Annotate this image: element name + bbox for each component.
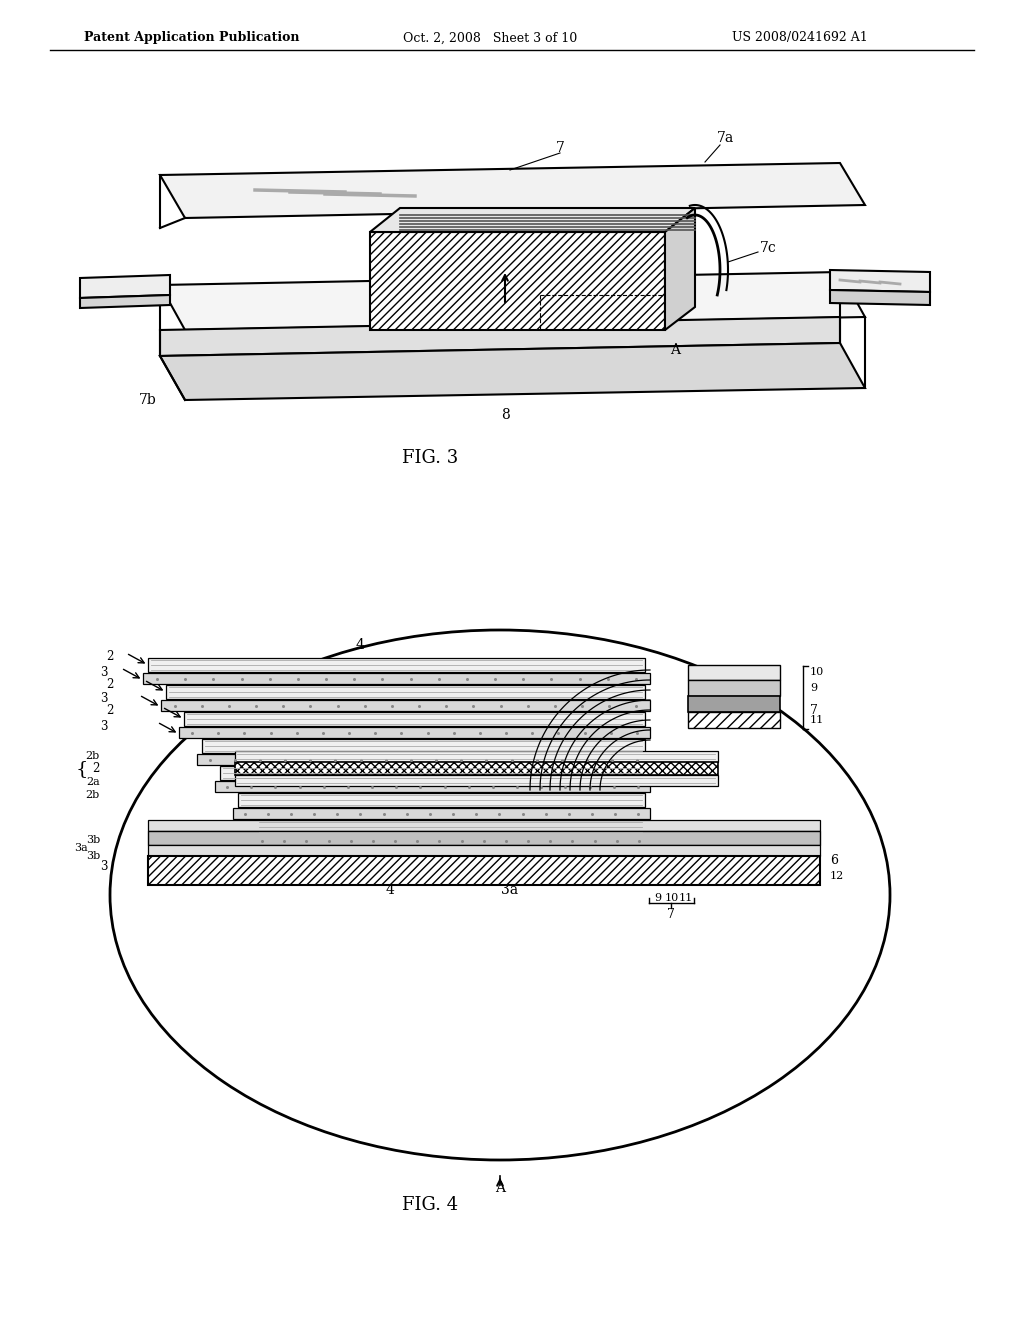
Text: 3a: 3a xyxy=(75,843,88,853)
Polygon shape xyxy=(148,657,645,672)
Text: 4: 4 xyxy=(355,638,365,652)
Polygon shape xyxy=(160,162,865,218)
Polygon shape xyxy=(80,294,170,308)
Text: 2b: 2b xyxy=(86,789,100,800)
Text: FIG. 4: FIG. 4 xyxy=(402,1196,458,1214)
Polygon shape xyxy=(688,711,780,729)
Polygon shape xyxy=(238,793,645,807)
Polygon shape xyxy=(148,845,820,855)
Polygon shape xyxy=(688,680,780,696)
Text: 11: 11 xyxy=(810,715,824,725)
Text: A: A xyxy=(495,1181,505,1195)
Text: 3b: 3b xyxy=(86,851,100,861)
Text: 3: 3 xyxy=(100,859,108,873)
Text: 2: 2 xyxy=(106,651,114,664)
Text: Patent Application Publication: Patent Application Publication xyxy=(84,32,300,45)
Polygon shape xyxy=(148,832,820,845)
Polygon shape xyxy=(80,275,170,298)
Polygon shape xyxy=(160,272,865,330)
Text: 7: 7 xyxy=(667,908,675,920)
Text: 7c: 7c xyxy=(760,242,776,255)
Polygon shape xyxy=(197,754,650,766)
Polygon shape xyxy=(370,232,665,330)
Text: FIG. 3: FIG. 3 xyxy=(401,449,458,467)
Text: 9: 9 xyxy=(810,682,817,693)
Text: 3: 3 xyxy=(100,719,108,733)
Polygon shape xyxy=(160,343,865,400)
Text: 5: 5 xyxy=(105,294,115,309)
Polygon shape xyxy=(234,775,718,785)
Polygon shape xyxy=(256,820,645,834)
Text: {: { xyxy=(76,760,88,777)
Polygon shape xyxy=(202,739,645,752)
Text: US 2008/0241692 A1: US 2008/0241692 A1 xyxy=(732,32,868,45)
Text: 2: 2 xyxy=(106,705,114,718)
Text: 2: 2 xyxy=(106,677,114,690)
Text: Oct. 2, 2008   Sheet 3 of 10: Oct. 2, 2008 Sheet 3 of 10 xyxy=(402,32,578,45)
Text: 6: 6 xyxy=(830,854,838,866)
Polygon shape xyxy=(234,762,718,775)
Polygon shape xyxy=(665,209,695,330)
Text: A: A xyxy=(670,343,680,356)
Polygon shape xyxy=(160,317,840,356)
Ellipse shape xyxy=(110,630,890,1160)
Polygon shape xyxy=(830,271,930,292)
Text: 3b: 3b xyxy=(86,836,100,845)
Polygon shape xyxy=(161,700,650,711)
Text: 7b: 7b xyxy=(139,393,157,407)
Text: 8: 8 xyxy=(501,408,509,422)
Polygon shape xyxy=(830,290,930,305)
Text: 2a: 2a xyxy=(86,777,100,787)
Polygon shape xyxy=(688,665,780,680)
Text: 3: 3 xyxy=(100,665,108,678)
Text: 12: 12 xyxy=(830,871,844,880)
Polygon shape xyxy=(148,820,820,832)
Text: 2b: 2b xyxy=(86,751,100,762)
Text: 2: 2 xyxy=(92,763,100,776)
Polygon shape xyxy=(370,209,695,232)
Polygon shape xyxy=(215,781,650,792)
Text: 3a: 3a xyxy=(502,883,518,898)
Polygon shape xyxy=(148,855,820,884)
Polygon shape xyxy=(234,751,718,762)
Text: 3: 3 xyxy=(100,693,108,705)
Text: 11: 11 xyxy=(679,894,693,903)
Text: 7: 7 xyxy=(810,704,818,717)
Polygon shape xyxy=(184,711,645,726)
Polygon shape xyxy=(688,696,780,711)
Polygon shape xyxy=(143,673,650,684)
Polygon shape xyxy=(251,836,650,846)
Text: 9: 9 xyxy=(654,894,662,903)
Polygon shape xyxy=(166,685,645,700)
Text: 7: 7 xyxy=(556,141,564,154)
Text: 6: 6 xyxy=(851,289,859,304)
Text: 10: 10 xyxy=(810,667,824,677)
Polygon shape xyxy=(220,766,645,780)
Text: 4: 4 xyxy=(386,883,394,898)
Polygon shape xyxy=(179,727,650,738)
Polygon shape xyxy=(233,808,650,818)
Text: 10: 10 xyxy=(665,894,679,903)
Text: 7a: 7a xyxy=(717,131,733,145)
